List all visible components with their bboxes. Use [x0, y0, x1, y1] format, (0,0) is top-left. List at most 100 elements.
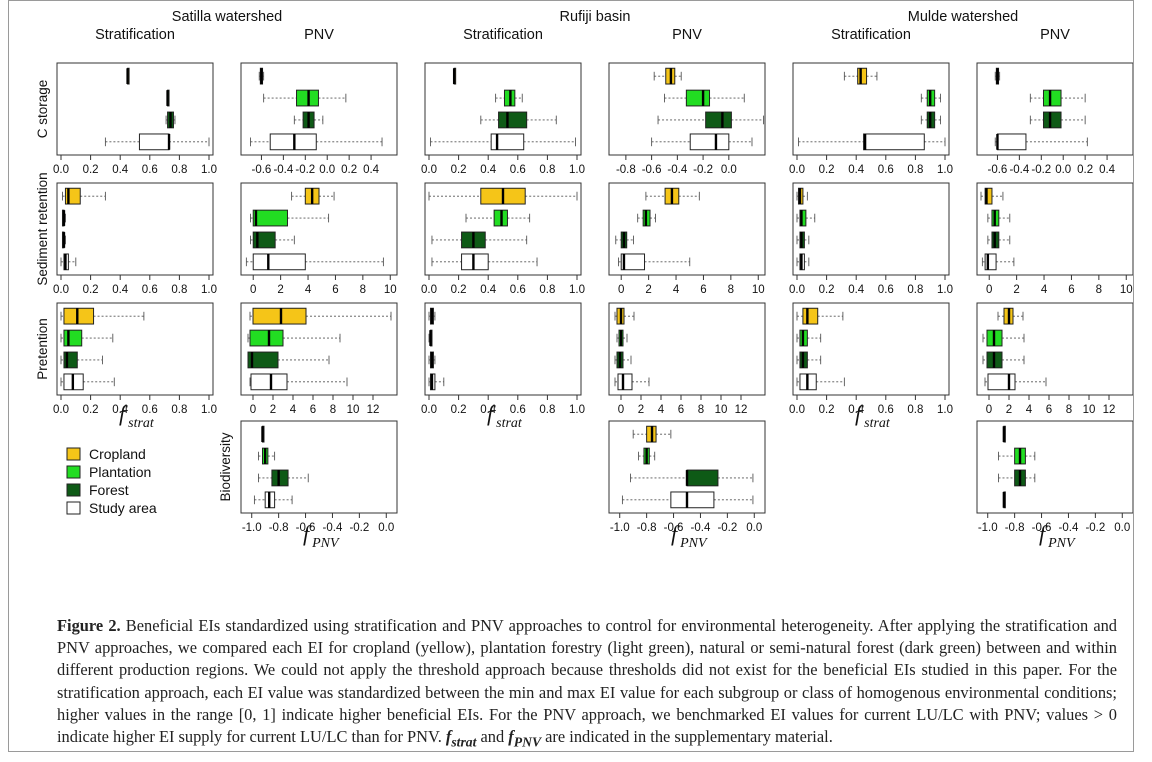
tick-label: 0.0	[421, 164, 437, 176]
tick-label: 1.0	[201, 164, 217, 176]
tick-label: 0.8	[539, 164, 555, 176]
tick-label: -1.0	[242, 522, 262, 534]
tick-label: 2	[638, 404, 644, 416]
tick-label: 0	[618, 284, 624, 296]
box-plantation	[799, 209, 807, 227]
tick-label: 8	[360, 284, 366, 296]
tick-label: 1.0	[937, 284, 953, 296]
caption-f2-sub: PNV	[513, 734, 542, 750]
tick-label: -0.6	[988, 164, 1008, 176]
panel-frame	[424, 62, 582, 156]
panel-frame	[56, 182, 214, 276]
row-label: Sediment retention	[35, 172, 50, 285]
tick-label: 0.2	[83, 404, 99, 416]
panel-frame	[424, 302, 582, 396]
tick-label: 0.0	[53, 284, 69, 296]
tick-label: -0.4	[323, 522, 343, 534]
legend-label: Plantation	[89, 464, 151, 480]
tick-label: 0.6	[142, 284, 158, 296]
tick-label: 4	[1041, 284, 1048, 296]
tick-label: 0.6	[510, 404, 526, 416]
box-study-area	[461, 253, 489, 271]
x-axis-label-strat: f strat	[487, 401, 523, 431]
caption-f2: f	[508, 727, 514, 747]
figure-caption: Figure 2. Beneficial EIs standardized us…	[57, 615, 1117, 754]
tick-label: 0.8	[539, 404, 555, 416]
box-study-area	[620, 253, 646, 271]
row-label: Pretention	[35, 318, 50, 380]
approach-title: Stratification	[831, 27, 911, 43]
tick-label: 6	[1046, 404, 1052, 416]
box-study-area	[987, 373, 1016, 391]
tick-label: 0	[618, 404, 624, 416]
tick-label: 0.2	[451, 284, 467, 296]
box-study-area	[138, 133, 170, 151]
tick-label: 0.4	[112, 164, 129, 176]
box-plantation	[63, 329, 83, 347]
tick-label: 0.0	[53, 404, 69, 416]
tick-label: 0.0	[421, 284, 437, 296]
panel-frame	[240, 62, 398, 156]
legend-swatch-cropland	[66, 447, 81, 461]
tick-label: 0.2	[83, 164, 99, 176]
tick-label: 0.2	[451, 164, 467, 176]
tick-label: 0.4	[112, 404, 129, 416]
tick-label: 0.2	[819, 164, 835, 176]
tick-label: 1.0	[201, 284, 217, 296]
tick-label: 1.0	[569, 284, 585, 296]
tick-label: 0	[986, 404, 992, 416]
panel-frame	[56, 62, 214, 156]
tick-label: -0.6	[642, 164, 662, 176]
box-plantation	[685, 89, 711, 107]
panel-frame	[976, 182, 1133, 276]
tick-label: -0.4	[1059, 522, 1079, 534]
box-cropland	[984, 187, 993, 205]
tick-label: 4	[1026, 404, 1033, 416]
tick-label: -0.6	[1032, 522, 1052, 534]
caption-f1: f	[445, 727, 452, 747]
box-study-area	[984, 253, 997, 271]
tick-label: 0.8	[907, 164, 923, 176]
tick-label: 1.0	[569, 164, 585, 176]
box-forest	[252, 231, 276, 249]
tick-label: 0.6	[142, 164, 158, 176]
tick-label: -0.2	[295, 164, 315, 176]
tick-label: 12	[735, 404, 748, 416]
tick-label: 10	[1083, 404, 1096, 416]
approach-title: PNV	[672, 27, 702, 43]
box-forest	[247, 351, 279, 369]
legend-swatch-study-area	[66, 501, 81, 515]
tick-label: -1.0	[978, 522, 998, 534]
tick-label: 6	[1068, 284, 1074, 296]
box-plot-figure: Satilla watershed Rufiji basin Mulde water…	[35, 9, 1133, 551]
tick-label: 4	[658, 404, 665, 416]
tick-label: -0.2	[717, 522, 737, 534]
box-cropland	[802, 307, 819, 325]
approach-title: Stratification	[463, 27, 543, 43]
x-axis-label-strat: f strat	[119, 401, 155, 431]
tick-label: -1.0	[610, 522, 630, 534]
tick-label: -0.6	[664, 522, 684, 534]
region-title: Mulde watershed	[908, 9, 1018, 25]
tick-label: 0.4	[112, 284, 129, 296]
tick-label: 0.2	[451, 404, 467, 416]
tick-label: 2	[1006, 404, 1012, 416]
caption-end: are indicated in the supplementary mater…	[541, 727, 833, 747]
caption-label: Figure 2.	[57, 616, 121, 635]
tick-label: 6	[678, 404, 684, 416]
box-forest	[498, 111, 528, 129]
x-axis-label-pnv: f PNV	[671, 521, 708, 551]
box-plantation	[1042, 89, 1062, 107]
box-plantation	[249, 329, 284, 347]
panel-frame	[792, 62, 950, 156]
tick-label: 0.8	[907, 284, 923, 296]
tick-label: 12	[1103, 404, 1116, 416]
tick-label: 8	[1096, 284, 1102, 296]
tick-label: -0.8	[616, 164, 636, 176]
tick-label: 0.2	[1077, 164, 1093, 176]
tick-label: 2	[270, 404, 276, 416]
panel-frame	[424, 182, 582, 276]
tick-label: -0.2	[349, 522, 369, 534]
tick-label: 6	[332, 284, 338, 296]
tick-label: 0.6	[510, 164, 526, 176]
